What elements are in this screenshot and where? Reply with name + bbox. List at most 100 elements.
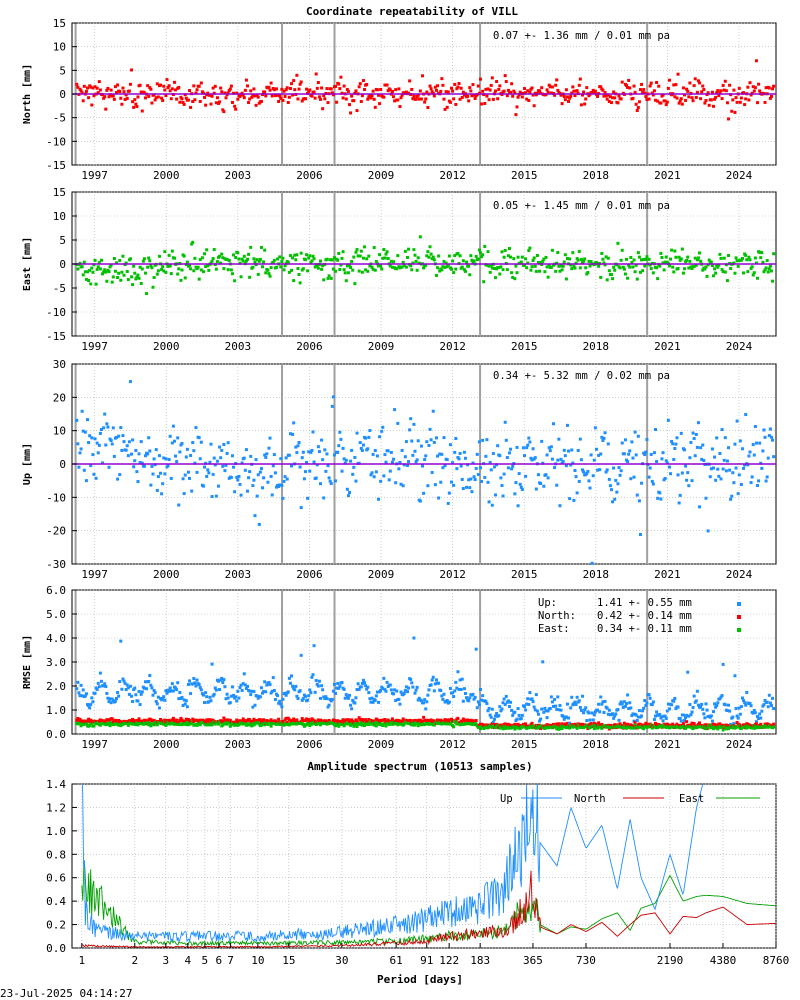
rmse-up-point [375,690,379,694]
rmse-up-point [90,696,94,700]
north-point [317,95,321,99]
rmse-up-point [84,692,88,696]
up-point [579,458,583,462]
east-point [438,269,442,273]
north-point [443,107,447,111]
north-point [368,93,372,97]
east-point [768,264,772,268]
east-point [658,264,662,268]
north-point [527,99,531,103]
east-point [759,256,763,260]
rmse-up-point [734,706,738,710]
north-point [358,82,362,86]
east-point [549,265,553,269]
up-point [733,442,737,446]
rmse-north-point [234,720,238,724]
up-point [375,454,379,458]
rmse-up-point [248,689,252,693]
rmse-up-point [685,713,689,717]
rmse-up-point [427,688,431,692]
rmse-up-point [587,711,591,715]
rmse-north-point [75,718,79,722]
up-point [97,443,101,447]
east-point [446,263,450,267]
east-point [83,270,87,274]
rmse-up-point [261,691,265,695]
rmse-east-point [257,722,261,726]
up-point [577,479,581,483]
north-point [593,89,597,93]
rmse-up-point [651,700,655,704]
rmse-east-point [556,725,560,729]
east-point [373,268,377,272]
rmse-up-point [494,714,498,718]
rmse-up-point [321,688,325,692]
north-point [613,96,617,100]
east-point [91,270,95,274]
rmse-y-tick-label: 3.0 [46,656,66,669]
east-point [203,252,207,256]
rmse-north-point [336,719,340,723]
rmse-y-tick-label: 6.0 [46,584,66,597]
rmse-up-point [379,688,383,692]
up-point [631,456,635,460]
north-point [698,81,702,85]
rmse-east-point [559,724,563,728]
rmse-up-point [568,721,572,725]
rmse-up-point [161,697,165,701]
up-point [510,467,514,471]
north-point [659,101,663,105]
up-point [386,449,390,453]
east-point [287,270,291,274]
rmse-up-point [605,706,609,710]
north-point [89,85,93,89]
up-point [655,460,659,464]
east-point [402,264,406,268]
east-point [93,258,97,262]
north-point [323,97,327,101]
east-point [191,240,195,244]
rmse-y-tick-label: 1.0 [46,704,66,717]
rmse-up-point [440,694,444,698]
east-point [607,269,611,273]
up-point [422,491,426,495]
east-point [292,279,296,283]
north-point [224,96,228,100]
up-point [684,464,688,468]
up-point [550,457,554,461]
north-point [365,82,369,86]
up-point [178,450,182,454]
rmse-up-point [549,695,553,699]
east-point [663,260,667,264]
east-point [385,250,389,254]
rmse-north-point [344,718,348,722]
rmse-up-point [120,687,124,691]
rmse-up-point [244,686,248,690]
rmse-up-point [259,686,263,690]
north-point [585,86,589,90]
up-point [526,443,530,447]
east-point [316,266,320,270]
east-point [330,258,334,262]
up-point [740,447,744,451]
north-point [78,87,82,91]
up-point [131,438,135,442]
spectrum-x-tick-label: 2 [131,954,138,967]
north-point [696,79,700,83]
rmse-up-point [181,703,185,707]
north-x-tick-label: 2015 [511,169,538,182]
up-point [585,472,589,476]
figure-title: Coordinate repeatability of VILL [306,5,518,18]
up-point [169,476,173,480]
east-point [354,250,358,254]
east-point [352,255,356,259]
north-point [174,88,178,92]
east-point [245,257,249,261]
east-point [525,266,529,270]
up-point [352,465,356,469]
north-point [674,83,678,87]
rmse-east-point [744,724,748,728]
north-point [354,89,358,93]
north-point [757,82,761,86]
up-x-tick-label: 2024 [726,568,753,581]
